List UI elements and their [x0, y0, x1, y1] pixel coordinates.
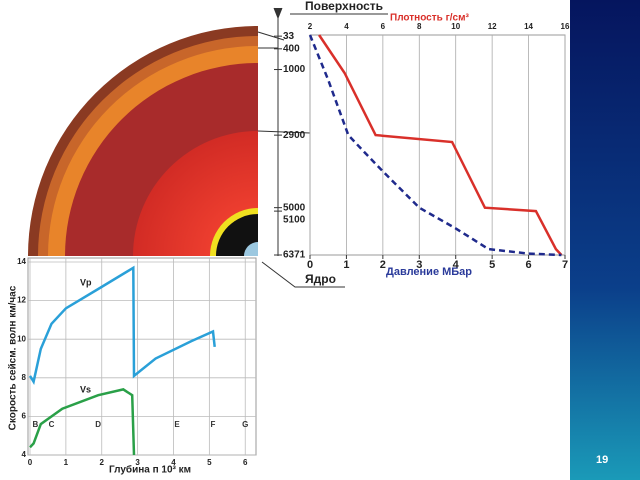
x2-tick-label: 0	[307, 259, 313, 271]
series-line	[29, 388, 136, 456]
x-tick-label: 16	[561, 22, 570, 31]
x2-tick-label: 5	[489, 259, 495, 271]
inner-core	[244, 242, 258, 256]
y-tick-label: 2900	[283, 130, 306, 141]
y-tick-label: 33	[283, 31, 295, 42]
x2-tick-label: 6	[526, 259, 532, 271]
region-label: D	[95, 420, 101, 429]
y-tick-label: 8	[22, 373, 27, 382]
x-axis-title: Плотность г/см³	[390, 13, 469, 24]
leader-line	[257, 31, 285, 41]
series-line	[308, 34, 562, 257]
x-tick-label: 10	[451, 22, 460, 31]
y-axis-title: Скорость сейсм. волн км/час	[8, 285, 19, 430]
series-label: Vp	[80, 277, 92, 287]
core-label: Ядро	[305, 272, 336, 286]
leaders	[257, 7, 388, 288]
x-tick-label: 6	[243, 458, 248, 467]
x-tick-label: 6	[381, 22, 386, 31]
x-tick-label: 1	[64, 458, 69, 467]
x2-tick-label: 4	[453, 259, 460, 271]
series-line	[318, 34, 563, 256]
inner-core-shell	[216, 214, 258, 256]
y-tick-label: 6371	[283, 250, 306, 261]
x-tick-label: 3	[135, 458, 140, 467]
leader-line	[257, 130, 311, 134]
x-tick-label: 0	[28, 458, 33, 467]
y-tick-label: 4	[22, 450, 27, 459]
x-tick-label: 4	[171, 458, 176, 467]
x-axis-title: Глубина п 10³ км	[109, 464, 191, 476]
plot-frame	[309, 34, 566, 256]
x-tick-label: 2	[308, 22, 313, 31]
region-label: B	[32, 420, 38, 429]
region-label: F	[211, 420, 216, 429]
y-tick-label: 400	[283, 43, 300, 54]
y-tick-label: 14	[17, 257, 26, 266]
x-tick-label: 5	[207, 458, 212, 467]
region-label: G	[242, 420, 248, 429]
x-tick-label: 4	[344, 22, 349, 31]
region-label: E	[174, 420, 180, 429]
y-tick-label: 5100	[283, 214, 306, 225]
earth	[28, 26, 258, 256]
slide-number: 19	[596, 454, 608, 466]
depth-arrow	[273, 7, 283, 20]
x-tick-label: 2	[100, 458, 105, 467]
x2-tick-label: 7	[562, 259, 568, 271]
y-tick-label: 12	[17, 296, 26, 305]
side-strip	[570, 0, 640, 480]
region-label: C	[49, 420, 55, 429]
x-tick-label: 12	[488, 22, 497, 31]
series-line	[28, 265, 216, 385]
y-tick-label: 6	[22, 412, 27, 421]
x2-tick-label: 1	[343, 259, 349, 271]
x2-axis-title: Давление МБар	[386, 266, 472, 278]
core-leader	[261, 261, 345, 288]
x-tick-label: 14	[524, 22, 533, 31]
y-tick-label: 5000	[283, 202, 306, 213]
y-tick-label: 10	[17, 334, 26, 343]
series-label: Vs	[80, 384, 91, 394]
y-tick-label: 1000	[283, 64, 306, 75]
x2-tick-label: 2	[380, 259, 386, 271]
x-tick-label: 8	[417, 22, 422, 31]
surface-label: Поверхность	[305, 0, 383, 13]
x2-tick-label: 3	[416, 259, 422, 271]
